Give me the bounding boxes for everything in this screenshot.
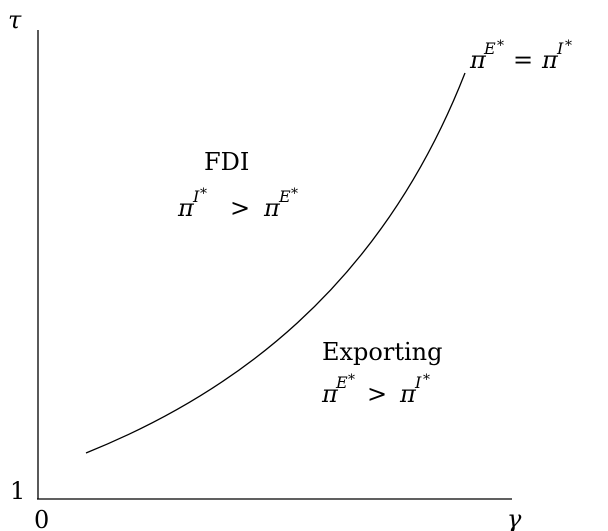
origin-label: 0	[34, 506, 49, 531]
exporting-pi-left: π	[321, 380, 339, 408]
exporting-star-left: *	[348, 372, 355, 388]
curve-pi-right: π	[541, 46, 559, 74]
x-axis-label: γ	[507, 505, 522, 531]
exporting-pi-right: π	[399, 380, 417, 408]
fdi-sup-right: E	[278, 187, 291, 206]
curve-pi-left: π	[469, 46, 487, 74]
fdi-pi-right: π	[263, 194, 281, 222]
curve-label: π E * = π I *	[469, 28, 572, 74]
curve-relation: =	[513, 46, 533, 74]
exporting-region-title: Exporting	[322, 338, 442, 366]
fdi-pi-left: π	[177, 194, 195, 222]
fdi-star-left: *	[200, 186, 207, 202]
curve-sup-left: E	[483, 39, 496, 58]
exporting-sup-left: E	[335, 373, 348, 392]
y-min-label: 1	[10, 477, 25, 505]
exporting-region-condition: π E * > π I *	[321, 362, 430, 408]
fdi-relation: >	[230, 194, 250, 222]
curve-sup-right: I	[556, 39, 564, 58]
exporting-sup-right: I	[414, 373, 422, 392]
indifference-curve	[85, 72, 466, 454]
curve-star-right: *	[565, 38, 572, 54]
exporting-relation: >	[367, 380, 387, 408]
fdi-star-right: *	[291, 186, 298, 202]
y-axis-label: τ	[8, 6, 22, 34]
fdi-region-title: FDI	[204, 148, 249, 176]
exporting-star-right: *	[423, 372, 430, 388]
fdi-sup-left: I	[192, 187, 200, 206]
fdi-region-condition: π I * > π E *	[177, 176, 298, 222]
curve-star-left: *	[497, 38, 504, 54]
